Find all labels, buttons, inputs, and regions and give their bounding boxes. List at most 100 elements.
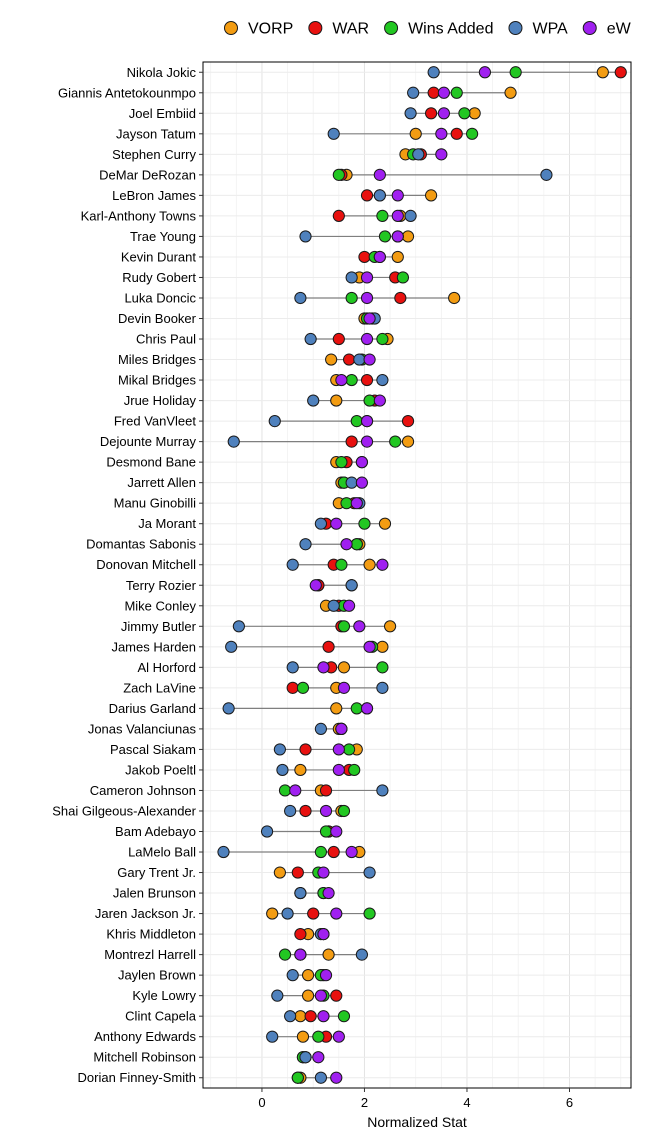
point-war-jayson-tatum <box>450 127 463 140</box>
y-tick-label: Jrue Holiday <box>124 393 197 408</box>
y-tick-label: Bam Adebayo <box>115 824 196 839</box>
point-ew-jaylen-brown <box>319 969 333 982</box>
point-ew-ja-morant <box>330 517 343 530</box>
point-ew-chris-paul <box>360 332 374 346</box>
y-tick-label: Shai Gilgeous-Alexander <box>52 803 196 818</box>
point-wpa-demar-derozan <box>540 168 553 181</box>
point-wpa-dorian-finney-smith <box>314 1071 327 1084</box>
point-wins-added-darius-garland <box>350 702 363 715</box>
x-tick-label: 2 <box>361 1095 368 1110</box>
point-wins-added-fred-vanvleet <box>350 415 363 428</box>
point-vorp-clint-capela <box>294 1010 307 1023</box>
y-tick-label: Chris Paul <box>136 332 196 347</box>
point-ew-trae-young <box>391 230 404 243</box>
legend-label-wpa: WPA <box>532 21 568 38</box>
y-tick-label: Khris Middleton <box>106 927 196 942</box>
y-tick-label: Jaren Jackson Jr. <box>95 906 196 921</box>
x-axis-title: Normalized Stat <box>367 1114 467 1130</box>
y-tick-label: Terry Rozier <box>126 578 197 593</box>
y-tick-label: Al Horford <box>137 660 196 675</box>
point-ew-zach-lavine <box>337 681 351 694</box>
point-wpa-miles-bridges <box>353 353 366 366</box>
y-tick-label: Trae Young <box>130 229 196 244</box>
point-war-clint-capela <box>304 1010 317 1023</box>
point-wins-added-jaren-jackson-jr <box>363 907 376 920</box>
point-war-karl-anthony-towns <box>332 209 345 222</box>
point-wpa-karl-anthony-towns <box>404 209 417 222</box>
point-vorp-miles-bridges <box>325 353 338 366</box>
point-wpa-anthony-edwards <box>266 1030 279 1043</box>
point-wins-added-zach-lavine <box>296 681 310 694</box>
y-tick-label: Domantas Sabonis <box>86 537 196 552</box>
legend-key-wpa <box>508 21 523 35</box>
point-ew-lamelo-ball <box>345 845 358 859</box>
y-tick-label: Jakob Poeltl <box>125 762 196 777</box>
y-tick-label: Jarrett Allen <box>127 475 196 490</box>
point-ew-nikola-jokic <box>478 66 492 79</box>
point-war-kyle-lowry <box>330 989 343 1002</box>
point-wins-added-bam-adebayo <box>319 825 333 838</box>
point-ew-bam-adebayo <box>330 825 343 838</box>
point-war-shai-gilgeous-alexander <box>299 804 312 818</box>
point-wpa-fred-vanvleet <box>268 415 281 428</box>
point-wpa-jakob-poeltl <box>276 763 289 777</box>
y-tick-label: James Harden <box>111 639 196 654</box>
y-tick-label: Pascal Siakam <box>110 742 196 757</box>
y-tick-label: Miles Bridges <box>118 352 197 367</box>
y-tick-label: Donovan Mitchell <box>96 557 196 572</box>
point-wpa-al-horford <box>286 661 299 674</box>
point-ew-giannis-antetokounmpo <box>437 86 451 99</box>
point-ew-demar-derozan <box>373 168 386 181</box>
point-wins-added-clint-capela <box>337 1010 351 1023</box>
y-tick-label: Mikal Bridges <box>118 373 197 388</box>
point-wpa-rudy-gobert <box>345 271 358 284</box>
point-vorp-jakob-poeltl <box>294 763 307 777</box>
point-ew-jonas-valanciunas <box>335 722 348 736</box>
point-wins-added-rudy-gobert <box>396 271 410 284</box>
point-vorp-darius-garland <box>330 702 343 715</box>
y-tick-label: Karl-Anthony Towns <box>81 208 197 223</box>
point-wins-added-montrezl-harrell <box>278 948 292 961</box>
point-vorp-nikola-jokic <box>596 66 609 79</box>
point-wins-added-joel-embiid <box>458 107 471 120</box>
point-wins-added-chris-paul <box>376 332 389 346</box>
point-wpa-joel-embiid <box>404 107 417 120</box>
point-ew-donovan-mitchell <box>376 558 389 571</box>
point-ew-fred-vanvleet <box>360 415 374 428</box>
point-wpa-montrezl-harrell <box>355 948 368 961</box>
point-wpa-cameron-johnson <box>376 784 389 797</box>
point-war-jaren-jackson-jr <box>307 907 320 920</box>
point-wpa-zach-lavine <box>376 681 389 694</box>
point-ew-luka-doncic <box>360 291 374 305</box>
point-ew-jayson-tatum <box>435 127 448 140</box>
y-tick-label: Jayson Tatum <box>116 126 196 141</box>
y-tick-label: Gary Trent Jr. <box>117 865 196 880</box>
point-wpa-pascal-siakam <box>273 743 286 756</box>
data-points <box>217 66 627 1084</box>
y-tick-label: Ja Morant <box>138 516 196 531</box>
point-wins-added-jakob-poeltl <box>348 763 361 777</box>
point-wpa-jimmy-butler <box>232 620 245 633</box>
point-ew-khris-middleton <box>317 928 330 941</box>
legend-label-wins-added: Wins Added <box>408 21 493 38</box>
x-tick-label: 6 <box>566 1095 573 1110</box>
x-axis-tick-labels: 0 2 4 6 <box>258 1088 573 1110</box>
point-wins-added-nikola-jokic <box>509 66 522 79</box>
point-ew-stephen-curry <box>435 148 448 161</box>
point-vorp-jayson-tatum <box>409 127 422 140</box>
point-war-fred-vanvleet <box>401 415 415 428</box>
point-wins-added-trae-young <box>378 230 392 243</box>
point-ew-darius-garland <box>360 702 374 715</box>
point-ew-dejounte-murray <box>360 435 374 448</box>
point-wpa-jrue-holiday <box>307 394 320 407</box>
point-ew-mikal-bridges <box>335 373 348 387</box>
point-wpa-giannis-antetokounmpo <box>407 86 420 99</box>
point-wins-added-karl-anthony-towns <box>376 209 389 222</box>
y-tick-label: Luka Doncic <box>124 290 196 305</box>
point-ew-dorian-finney-smith <box>330 1071 343 1084</box>
y-tick-label: DeMar DeRozan <box>99 167 196 182</box>
point-vorp-gary-trent-jr <box>273 866 286 879</box>
point-vorp-montrezl-harrell <box>322 948 335 961</box>
y-tick-label: Mitchell Robinson <box>93 1050 196 1065</box>
